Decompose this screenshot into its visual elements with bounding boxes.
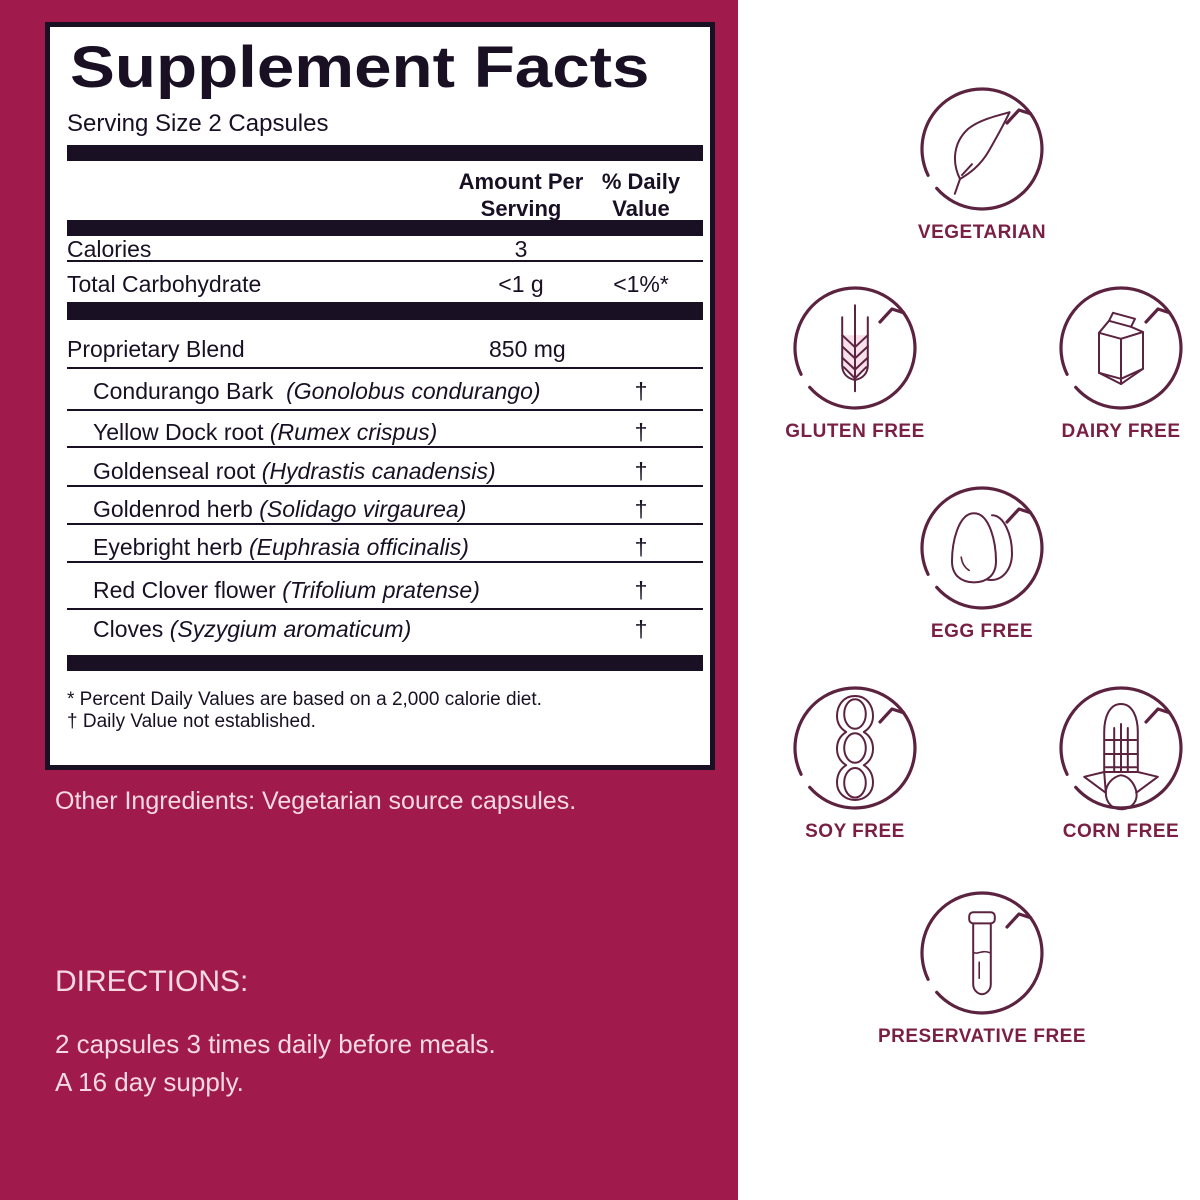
svg-text:SOY FREE: SOY FREE (805, 821, 905, 842)
svg-text:PRESERVATIVE FREE: PRESERVATIVE FREE (878, 1026, 1086, 1047)
svg-text:VEGETARIAN: VEGETARIAN (918, 222, 1046, 243)
svg-text:DAIRY FREE: DAIRY FREE (1061, 421, 1180, 442)
svg-text:GLUTEN FREE: GLUTEN FREE (785, 421, 925, 442)
svg-text:CORN FREE: CORN FREE (1063, 821, 1179, 842)
svg-text:EGG FREE: EGG FREE (931, 621, 1033, 642)
